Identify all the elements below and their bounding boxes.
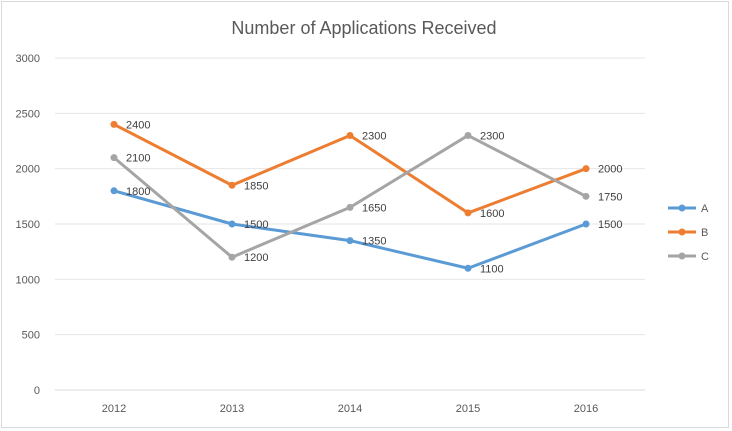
- data-label-b: 2000: [598, 164, 622, 176]
- y-tick-label: 0: [34, 385, 40, 397]
- y-axis-ticks: 0 500 1000 1500 2000 2500 3000: [16, 53, 40, 397]
- y-tick-label: 3000: [16, 53, 40, 65]
- x-tick-label: 2013: [220, 403, 244, 415]
- gridlines: [55, 57, 645, 391]
- y-tick-label: 2500: [16, 108, 40, 120]
- data-label-b: 2300: [362, 130, 386, 142]
- data-point-a: [346, 237, 354, 245]
- data-label-a: 1350: [362, 236, 386, 248]
- data-point-c: [110, 154, 118, 162]
- data-point-b: [464, 209, 472, 217]
- y-tick-label: 1500: [16, 219, 40, 231]
- legend-marker-c: [678, 252, 686, 260]
- data-point-a: [464, 264, 472, 272]
- y-tick-label: 1000: [16, 274, 40, 286]
- legend-marker-b: [678, 228, 686, 236]
- y-tick-label: 500: [22, 330, 40, 342]
- data-label-a: 1500: [244, 219, 268, 231]
- data-point-c: [346, 203, 354, 211]
- data-label-b: 2400: [126, 119, 150, 131]
- legend-label-c: C: [701, 251, 709, 263]
- chart-title: Number of Applications Received: [231, 18, 496, 38]
- legend: ABC: [668, 203, 709, 263]
- data-label-c: 2300: [480, 130, 504, 142]
- data-label-c: 1750: [598, 191, 622, 203]
- legend-label-b: B: [701, 227, 708, 239]
- data-point-b: [346, 131, 354, 139]
- data-label-a: 1500: [598, 219, 622, 231]
- data-point-b: [228, 181, 236, 189]
- data-point-b: [582, 165, 590, 173]
- data-label-b: 1850: [244, 180, 268, 192]
- data-point-c: [228, 253, 236, 261]
- data-label-a: 1800: [126, 186, 150, 198]
- series-group: [110, 120, 590, 272]
- data-label-b: 1600: [480, 208, 504, 220]
- data-label-a: 1100: [480, 263, 504, 275]
- legend-label-a: A: [701, 203, 709, 215]
- x-tick-label: 2012: [102, 403, 126, 415]
- data-label-c: 1650: [362, 202, 386, 214]
- data-point-a: [582, 220, 590, 228]
- data-point-a: [228, 220, 236, 228]
- data-point-b: [110, 120, 118, 128]
- x-tick-label: 2015: [456, 403, 480, 415]
- data-point-c: [464, 131, 472, 139]
- x-axis-ticks: 2012 2013 2014 2015 2016: [102, 403, 598, 415]
- series-line-a: [112, 189, 588, 270]
- x-tick-label: 2014: [338, 403, 362, 415]
- data-label-c: 1200: [244, 252, 268, 264]
- data-labels: 1800 1500 1350 1100 1500 2400 1850 2300 1600 2000…: [126, 119, 622, 275]
- y-tick-label: 2000: [16, 164, 40, 176]
- data-point-c: [582, 192, 590, 200]
- x-tick-label: 2016: [574, 403, 598, 415]
- data-point-a: [110, 187, 118, 195]
- data-label-c: 2100: [126, 153, 150, 165]
- legend-marker-a: [678, 204, 686, 212]
